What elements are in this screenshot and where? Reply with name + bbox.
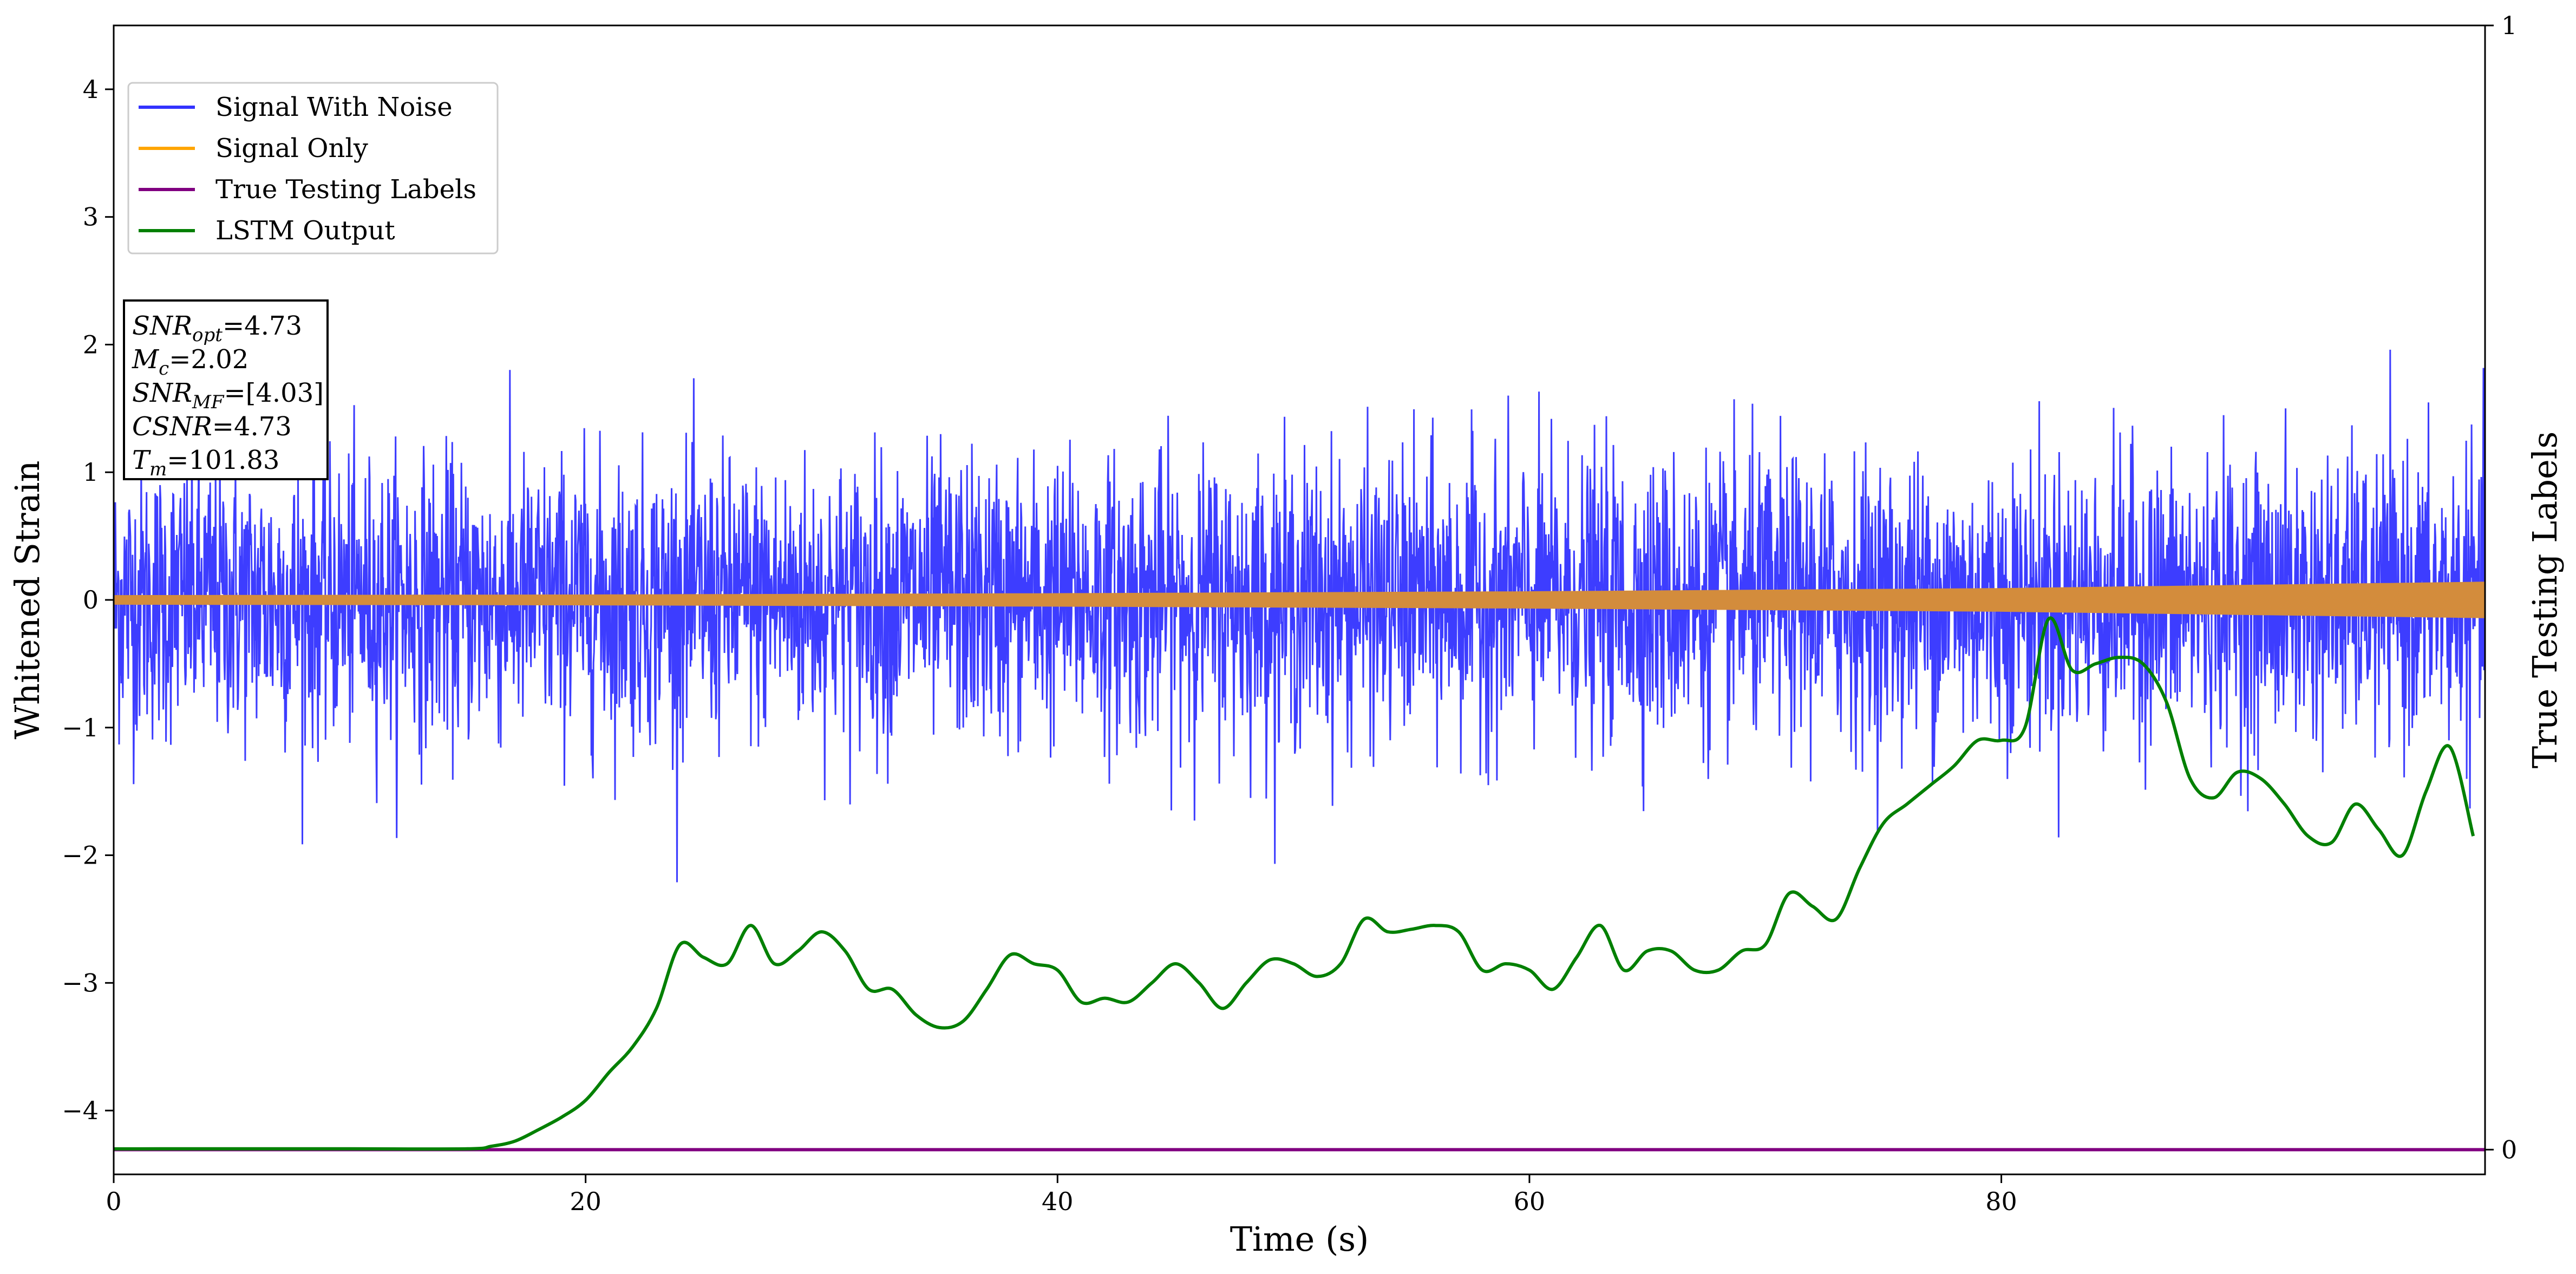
x-tick-label: 80 [1985,1187,2017,1216]
y-tick-label: −3 [62,968,99,997]
x-tick-label: 0 [106,1187,121,1216]
lstm-output-line [114,616,2475,1151]
y-tick-label: −4 [62,1096,99,1125]
signal-with-noise-series [114,349,2485,883]
y-tick-label: 4 [83,75,99,104]
legend-label: Signal Only [215,133,368,164]
y-tick-label: −2 [62,841,99,870]
y-tick-label: 1 [83,458,99,487]
parameter-annotation: SNRopt=4.73Mc=2.02SNRMF=[4.03]CSNR=4.73T… [123,299,329,480]
signal-with-noise-line [114,349,2485,883]
x-tick-label: 60 [1514,1187,1546,1216]
x-tick-label: 40 [1042,1187,1074,1216]
lstm-output-series [114,616,2475,1151]
y-axis-title: Whitened Strain [8,461,47,740]
y2-axis-title: True Testing Labels [2525,432,2565,769]
annotation-line: CSNR=4.73 [132,411,292,442]
legend: Signal With Noise Signal Only True Testing… [127,82,499,254]
x-axis-title: Time (s) [1230,1219,1369,1259]
signal-only-band [114,582,2485,618]
legend-label: True Testing Labels [215,174,476,205]
annotation-line: SNRopt=4.73 [132,311,302,346]
y2-tick-label: 0 [2501,1135,2517,1164]
annotation-line: Mc=2.02 [132,344,249,380]
signal-only-series [114,582,2485,618]
y-tick-label: −1 [62,713,99,742]
y-tick-label: 3 [83,202,99,232]
annotation-line: SNRMF=[4.03] [132,378,324,413]
annotation-box [123,299,329,480]
y-tick-label: 0 [83,585,99,615]
x-tick-label: 20 [570,1187,601,1216]
y2-tick-label: 1 [2501,11,2517,40]
y-tick-label: 2 [83,330,99,359]
legend-label: LSTM Output [215,215,395,246]
legend-label: Signal With Noise [215,92,453,122]
legend-box [127,82,499,254]
annotation-line: Tm=101.83 [132,445,279,480]
